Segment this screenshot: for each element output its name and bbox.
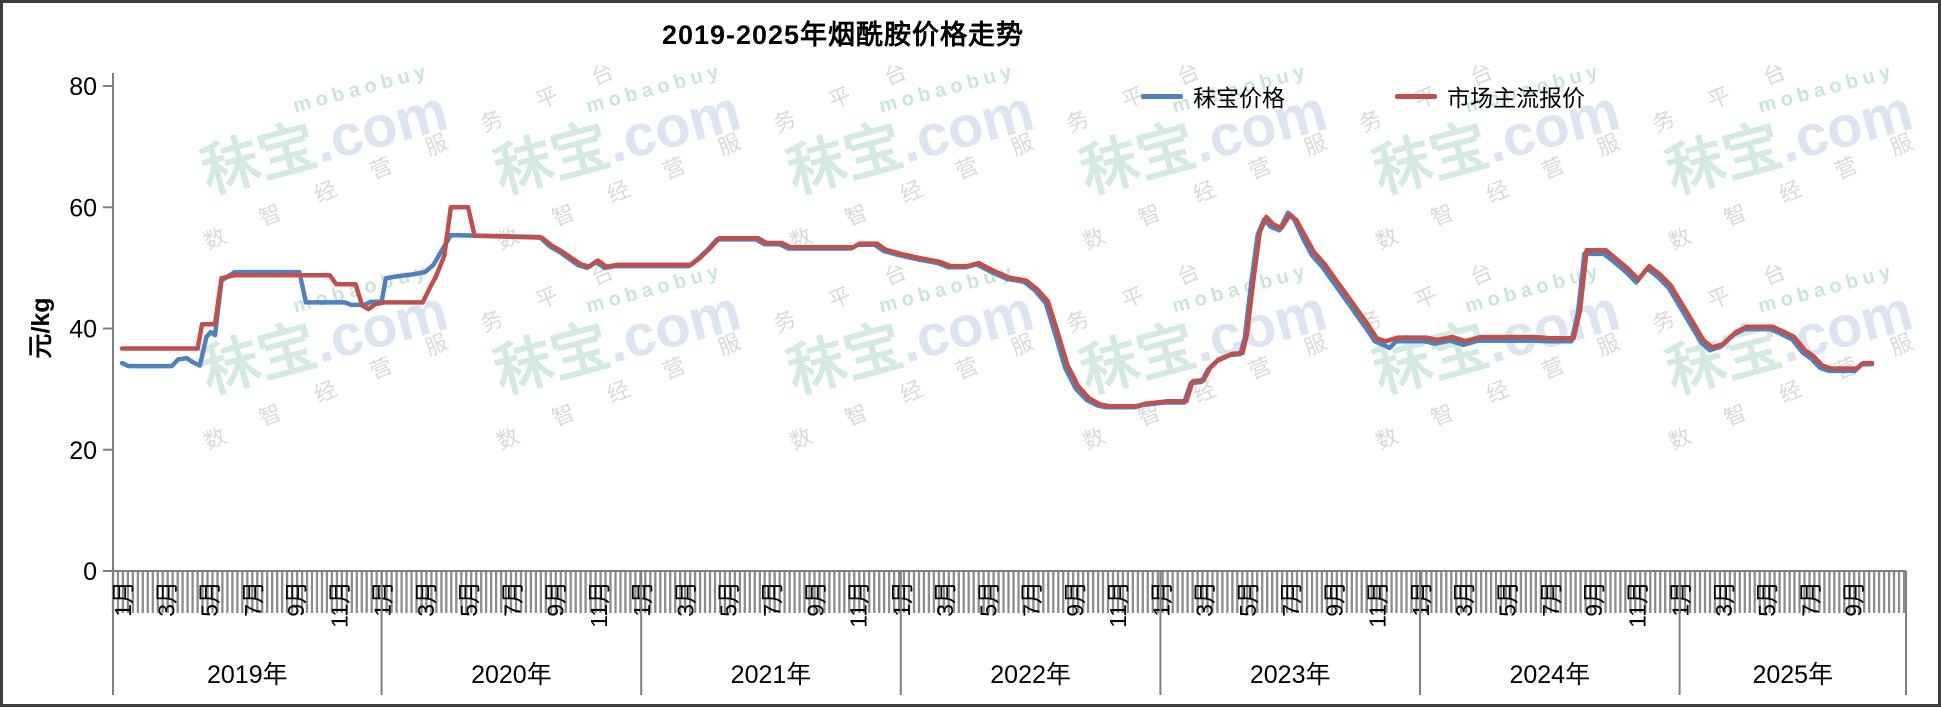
x-axis-month-label: 11月: [586, 581, 612, 628]
x-axis-month-label: 7月: [1797, 581, 1823, 617]
x-axis-month-label: 9月: [283, 581, 309, 617]
x-axis-month-label: 5月: [1495, 581, 1521, 617]
x-axis-month-label: 3月: [1451, 581, 1477, 617]
x-axis-month-label: 1月: [110, 581, 136, 617]
y-axis-tick-label: 80: [69, 73, 97, 101]
x-axis-month-label: 5月: [456, 581, 482, 617]
x-axis-month-label: 3月: [1711, 581, 1737, 617]
y-axis-tick-label: 60: [69, 194, 97, 222]
x-axis-month-label: 9月: [1581, 581, 1607, 617]
x-axis-month-label: 9月: [802, 581, 828, 617]
y-axis-title: 元/kg: [27, 297, 55, 358]
legend-label: 秣宝价格: [1193, 85, 1285, 111]
legend-item-mobao-price: 秣宝价格: [1141, 79, 1285, 113]
x-axis-month-label: 5月: [1235, 581, 1261, 617]
x-axis-month-label: 11月: [1365, 581, 1391, 628]
series-line-market-quote: [119, 205, 1875, 409]
x-axis-month-label: 11月: [846, 581, 872, 628]
x-axis-month-label: 7月: [240, 581, 266, 617]
legend-line-swatch-blue: [1141, 93, 1183, 99]
x-axis-month-label: 5月: [975, 581, 1001, 617]
x-axis-month-label: 5月: [197, 581, 223, 617]
x-axis-year-label: 2024年: [1509, 661, 1590, 689]
x-axis-year-label: 2019年: [207, 661, 288, 689]
x-axis-month-label: 3月: [413, 581, 439, 617]
legend-label: 市场主流报价: [1447, 85, 1585, 111]
x-axis-year-label: 2021年: [731, 661, 812, 689]
x-axis-month-label: 11月: [1105, 581, 1131, 628]
legend-line-swatch-red: [1395, 93, 1437, 99]
x-axis-month-label: 5月: [716, 581, 742, 617]
x-axis-month-label: 9月: [1841, 581, 1867, 617]
x-axis-month-label: 5月: [1754, 581, 1780, 617]
chart-legend: 秣宝价格 市场主流报价: [1141, 79, 1585, 113]
x-axis-month-label: 3月: [1192, 581, 1218, 617]
x-axis-month-label: 11月: [326, 581, 352, 628]
x-axis-year-label: 2022年: [990, 661, 1071, 689]
x-axis-month-label: 7月: [499, 581, 525, 617]
x-axis-month-label: 7月: [759, 581, 785, 617]
x-axis-month-label: 11月: [1624, 581, 1650, 628]
legend-item-market-quote: 市场主流报价: [1395, 79, 1585, 113]
y-axis-tick-label: 0: [83, 558, 97, 586]
y-axis-tick-label: 20: [69, 437, 97, 465]
x-axis-month-label: 9月: [1321, 581, 1347, 617]
x-axis-year-label: 2023年: [1250, 661, 1331, 689]
x-axis-month-label: 9月: [543, 581, 569, 617]
x-axis-month-label: 7月: [1278, 581, 1304, 617]
x-axis-month-label: 9月: [1062, 581, 1088, 617]
x-axis-month-label: 7月: [1019, 581, 1045, 617]
x-axis-month-label: 3月: [153, 581, 179, 617]
x-axis-year-label: 2020年: [471, 661, 552, 689]
x-axis-month-label: 7月: [1538, 581, 1564, 617]
y-axis-tick-label: 40: [69, 316, 97, 344]
chart-title: 2019-2025年烟酰胺价格走势: [661, 20, 1025, 50]
x-axis-month-label: 3月: [932, 581, 958, 617]
x-axis-month-label: 3月: [672, 581, 698, 617]
x-axis-year-label: 2025年: [1752, 661, 1833, 689]
